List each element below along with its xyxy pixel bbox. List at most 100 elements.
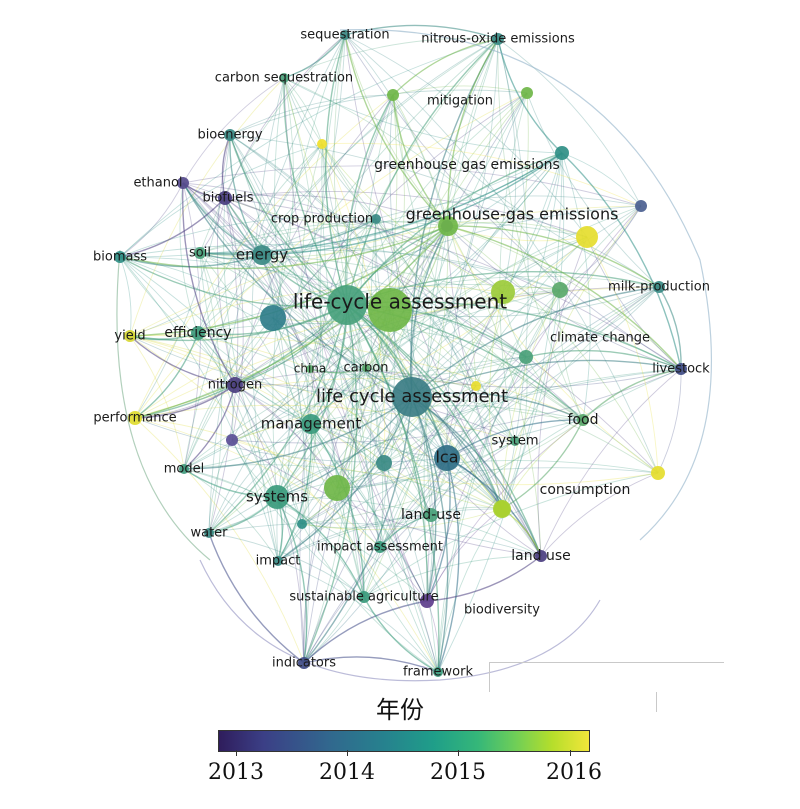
network-edge (658, 286, 682, 370)
network-edge (392, 94, 477, 387)
network-edge (321, 143, 504, 293)
network-edge (283, 77, 323, 145)
network-edge (134, 94, 394, 419)
network-edge (199, 252, 278, 498)
network-edge (183, 396, 413, 470)
network-edge (276, 496, 365, 598)
node-label-indicators: indicators (272, 656, 336, 671)
node-performance (128, 411, 142, 425)
node-label-water: water (190, 526, 228, 541)
network-edge (303, 92, 528, 664)
node-consumption (493, 500, 511, 518)
network-edge (561, 152, 682, 370)
network-edge (116, 249, 211, 561)
node-label-systems: systems (246, 488, 308, 506)
network-edge (379, 385, 477, 548)
node-label-food: food (568, 412, 599, 428)
network-edge (365, 367, 682, 388)
network-node (260, 305, 286, 331)
network-edge (446, 286, 660, 459)
network-node (297, 519, 307, 529)
network-edge (182, 182, 503, 510)
colorbar-tick (458, 750, 459, 756)
network-edge (229, 134, 516, 442)
network-edge (119, 256, 312, 425)
network-edge (303, 304, 358, 664)
network-edge (430, 356, 527, 516)
node-nitrous_oxide (492, 33, 504, 45)
network-edge (586, 236, 682, 370)
network-edge (208, 34, 346, 534)
network-edge (499, 92, 528, 442)
network-edge (301, 462, 385, 525)
node-label-biodiversity: biodiversity (464, 603, 540, 618)
frame-line (490, 662, 724, 663)
network-node (521, 87, 533, 99)
network-edge (182, 182, 202, 470)
network-edge (426, 205, 642, 602)
network-edge (501, 152, 565, 510)
network-edge (365, 236, 588, 369)
network-edge (261, 249, 561, 291)
network-edge (346, 304, 542, 557)
network-edge (447, 38, 499, 227)
network-edge (129, 335, 385, 464)
network-edge (346, 304, 384, 548)
network-edge (344, 34, 449, 227)
network-edge (365, 367, 542, 557)
network-edge (134, 417, 305, 664)
network-edge (309, 367, 367, 374)
network-edge (134, 92, 528, 419)
network-edge (197, 332, 279, 562)
network-edge (224, 197, 244, 441)
network-edge (229, 134, 263, 256)
network-edge (344, 34, 449, 227)
node-impact_assessment (374, 541, 386, 553)
network-edge (261, 218, 377, 256)
network-edge (229, 134, 348, 306)
network-edge (129, 205, 642, 337)
node-biomass (114, 251, 126, 263)
network-edge (303, 440, 516, 664)
network-edge (261, 152, 563, 256)
network-edge (447, 225, 682, 370)
network-edge (344, 34, 682, 370)
network-edge (501, 419, 584, 510)
network-edge (224, 197, 682, 370)
network-edge (365, 367, 659, 474)
network-edge (411, 396, 449, 673)
network-edge (411, 392, 584, 421)
network-edge (183, 468, 303, 525)
node-label-biomass: biomass (93, 250, 147, 265)
network-edge (447, 225, 659, 474)
network-edge (119, 256, 527, 358)
network-edge (411, 396, 437, 602)
network-edge (234, 384, 516, 442)
network-edges (116, 24, 713, 682)
network-edge (283, 34, 346, 79)
network-edge (183, 468, 428, 602)
colorbar-tick (347, 750, 348, 756)
node-label-ghg: greenhouse gas emissions (374, 157, 560, 173)
node-model (179, 464, 189, 474)
network-edge (559, 289, 584, 421)
network-edge (389, 94, 405, 311)
node-milk_production (653, 281, 665, 293)
network-edge (251, 77, 285, 562)
network-edge (134, 332, 199, 419)
network-edge (224, 197, 449, 230)
network-edge (261, 254, 527, 358)
network-edge (199, 252, 234, 441)
node-label-climate_change: climate change (550, 331, 650, 346)
node-yield (124, 330, 136, 342)
network-edge (199, 218, 377, 256)
node-label-impact: impact (256, 554, 301, 569)
network-edge (208, 532, 365, 598)
network-edge (274, 77, 312, 425)
network-edge (310, 423, 365, 598)
node-food (577, 414, 589, 426)
network-edge (182, 77, 285, 184)
network-edge (119, 197, 226, 258)
network-node (376, 455, 392, 471)
network-edge (301, 419, 584, 525)
